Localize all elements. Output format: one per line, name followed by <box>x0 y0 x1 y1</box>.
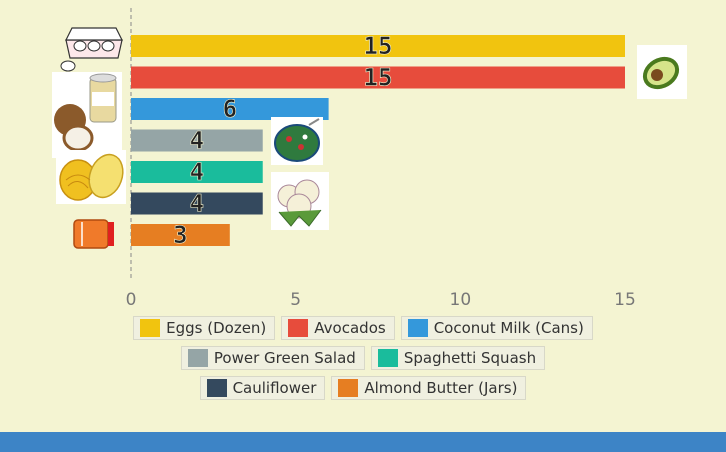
legend-label: Power Green Salad <box>213 349 356 367</box>
bar-spaghetti-squash[interactable] <box>131 161 263 183</box>
footer-bar <box>0 432 726 452</box>
bar-almond-butter-jars[interactable] <box>131 224 230 246</box>
x-tick-label: 15 <box>614 290 636 310</box>
legend-swatch <box>187 349 208 367</box>
spaghetti-squash-icon <box>56 150 126 204</box>
cauliflower-icon <box>271 172 329 230</box>
bar-value-label: 4 <box>190 190 204 218</box>
legend-label: Spaghetti Squash <box>403 349 537 367</box>
legend-label: Avocados <box>314 319 386 337</box>
legend-item-coconut-milk[interactable]: Coconut Milk (Cans) <box>400 316 593 340</box>
bar-value-label: 15 <box>364 64 393 92</box>
bar-avocados[interactable] <box>131 66 625 89</box>
legend-swatch <box>288 319 309 337</box>
salad-bowl-icon <box>271 117 323 165</box>
legend-label: Cauliflower <box>232 379 317 397</box>
bar-value-label: 4 <box>190 158 204 186</box>
coconut-milk-icon <box>52 72 122 158</box>
bar-coconut-milk-cans[interactable] <box>131 98 329 120</box>
almond-butter-jar-icon <box>73 219 114 249</box>
legend-item-power-green-salad[interactable]: Power Green Salad <box>180 346 365 370</box>
legend-label: Almond Butter (Jars) <box>364 379 518 397</box>
legend-item-spaghetti-squash[interactable]: Spaghetti Squash <box>370 346 546 370</box>
legend-row-2: Power Green Salad Spaghetti Squash <box>180 346 546 370</box>
bar-eggs-dozen[interactable] <box>131 35 625 57</box>
x-tick-label: 5 <box>290 290 301 310</box>
bar-power-green-salad[interactable] <box>131 129 263 152</box>
legend-row-3: Cauliflower Almond Butter (Jars) <box>199 376 527 400</box>
bar-value-label: 4 <box>190 127 204 155</box>
bar-value-label: 3 <box>173 221 187 249</box>
bar-cauliflower[interactable] <box>131 192 263 215</box>
legend-label: Eggs (Dozen) <box>166 319 267 337</box>
legend-swatch <box>206 379 227 397</box>
legend-swatch <box>377 349 398 367</box>
legend-swatch <box>338 379 359 397</box>
x-tick-label: 0 <box>126 290 137 310</box>
legend-swatch <box>140 319 161 337</box>
legend-label: Coconut Milk (Cans) <box>433 319 584 337</box>
bar-value-label: 15 <box>364 32 393 60</box>
legend-item-avocados[interactable]: Avocados <box>281 316 395 340</box>
egg-carton-icon <box>60 27 123 72</box>
bar-value-label: 6 <box>223 95 237 123</box>
legend-item-almond-butter[interactable]: Almond Butter (Jars) <box>331 376 527 400</box>
legend-item-eggs[interactable]: Eggs (Dozen) <box>133 316 276 340</box>
legend-item-cauliflower[interactable]: Cauliflower <box>199 376 326 400</box>
avocado-icon <box>637 45 687 99</box>
legend: Eggs (Dozen) Avocados Coconut Milk (Cans… <box>0 316 726 400</box>
x-tick-label: 10 <box>450 290 472 310</box>
legend-swatch <box>407 319 428 337</box>
legend-row-1: Eggs (Dozen) Avocados Coconut Milk (Cans… <box>133 316 593 340</box>
